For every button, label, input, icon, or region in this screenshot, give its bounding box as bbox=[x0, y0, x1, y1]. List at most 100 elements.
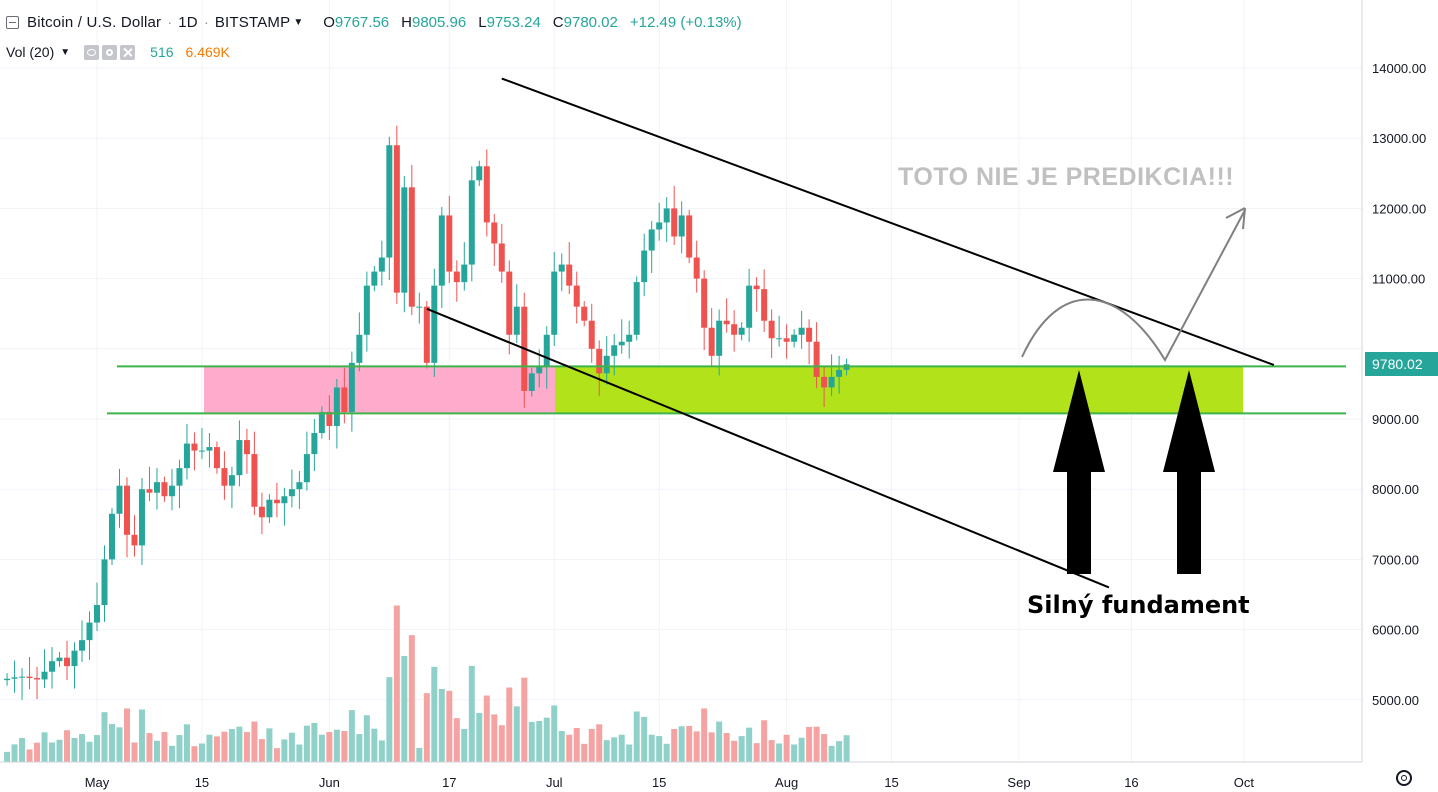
ohlc-value: 9805.96 bbox=[411, 13, 467, 31]
candle-body bbox=[588, 320, 595, 349]
up-arrow bbox=[1053, 370, 1105, 574]
volume-ma-value: 6.469K bbox=[185, 44, 230, 60]
volume-bar bbox=[296, 744, 303, 762]
volume-bar bbox=[213, 736, 220, 762]
volume-bar bbox=[783, 734, 790, 762]
candle-body bbox=[476, 166, 483, 181]
volume-bar bbox=[551, 705, 558, 762]
volume-bar bbox=[513, 706, 520, 762]
y-tick-label: 8000.00 bbox=[1372, 482, 1419, 497]
candle-body bbox=[303, 454, 310, 483]
chevron-down-icon[interactable]: ▼ bbox=[60, 46, 71, 58]
volume-bar bbox=[626, 744, 633, 762]
volume-bar bbox=[828, 745, 835, 762]
volume-bar bbox=[813, 726, 820, 762]
candle-body bbox=[311, 433, 318, 455]
exchange-label[interactable]: BITSTAMP bbox=[214, 13, 291, 31]
y-tick-label: 12000.00 bbox=[1372, 201, 1426, 216]
candle-body bbox=[221, 468, 228, 486]
volume-bar bbox=[326, 732, 333, 762]
candle-body bbox=[753, 285, 760, 290]
gear-icon[interactable] bbox=[1396, 770, 1412, 786]
candle-body bbox=[341, 387, 348, 412]
candle-body bbox=[101, 559, 108, 606]
volume-title[interactable]: Vol (20) bbox=[6, 44, 55, 60]
volume-bar bbox=[641, 716, 648, 762]
volume-bar bbox=[153, 740, 160, 762]
candle-body bbox=[491, 222, 498, 244]
volume-bar bbox=[49, 742, 56, 762]
volume-bar bbox=[131, 742, 138, 762]
volume-bar bbox=[423, 693, 430, 762]
volume-bar bbox=[821, 734, 828, 762]
volume-bar bbox=[648, 734, 655, 762]
symbol-name[interactable]: Bitcoin / U.S. Dollar bbox=[27, 13, 162, 31]
ohlc-key: O bbox=[323, 13, 335, 31]
candle-body bbox=[731, 324, 738, 335]
gear-icon[interactable] bbox=[102, 44, 118, 60]
candle-body bbox=[213, 447, 220, 469]
volume-bar bbox=[588, 729, 595, 762]
candle-body bbox=[11, 677, 18, 679]
channel-upper-line bbox=[501, 77, 1275, 366]
candle-body bbox=[506, 271, 513, 335]
ohlc-value: 9753.24 bbox=[486, 13, 541, 31]
candle-body bbox=[64, 657, 71, 667]
volume-bar bbox=[746, 727, 753, 762]
volume-bar bbox=[656, 736, 663, 762]
candle-body bbox=[498, 243, 505, 272]
candle-body bbox=[483, 166, 490, 223]
volume-bar bbox=[146, 733, 153, 762]
candle-body bbox=[416, 306, 423, 308]
candle-body bbox=[363, 285, 370, 335]
candle-body bbox=[611, 345, 618, 356]
volume-bar bbox=[26, 749, 33, 762]
volume-bar bbox=[371, 728, 378, 762]
volume-bar bbox=[281, 739, 288, 762]
interval-label[interactable]: 1D bbox=[178, 13, 198, 31]
volume-bar bbox=[528, 721, 535, 762]
candle-body bbox=[371, 271, 378, 286]
volume-bar bbox=[378, 740, 385, 762]
volume-bar bbox=[761, 720, 768, 762]
volume-bar bbox=[221, 731, 228, 762]
ohlc-item: L9753.24 bbox=[478, 14, 541, 31]
volume-bar bbox=[258, 739, 265, 762]
ohlc-key: H bbox=[401, 13, 412, 31]
volume-bar bbox=[348, 710, 355, 762]
candle-body bbox=[356, 334, 363, 363]
close-icon[interactable] bbox=[120, 44, 136, 60]
volume-bar bbox=[716, 721, 723, 762]
volume-bar bbox=[79, 734, 86, 762]
candle-body bbox=[4, 678, 11, 681]
candle-body bbox=[603, 355, 610, 374]
candle-body bbox=[693, 257, 700, 279]
candle-body bbox=[573, 285, 580, 307]
chevron-down-icon[interactable]: ▼ bbox=[293, 16, 304, 28]
candle-body bbox=[656, 222, 663, 230]
volume-bar bbox=[138, 709, 145, 762]
candle-body bbox=[768, 320, 775, 339]
y-tick-label: 13000.00 bbox=[1372, 131, 1426, 146]
volume-bar bbox=[236, 726, 243, 762]
candle-body bbox=[378, 257, 385, 272]
candle-body bbox=[19, 676, 26, 678]
volume-bar bbox=[798, 737, 805, 762]
volume-bar bbox=[573, 727, 580, 762]
candle-body bbox=[528, 373, 535, 391]
volume-bar bbox=[843, 735, 850, 762]
candle-body bbox=[108, 513, 115, 560]
candle-body bbox=[86, 622, 93, 641]
ohlc-key: C bbox=[552, 13, 564, 31]
collapse-icon[interactable] bbox=[6, 15, 19, 29]
candle-body bbox=[558, 264, 565, 272]
volume-bar bbox=[311, 722, 318, 762]
volume-bar bbox=[19, 738, 26, 762]
volume-bar bbox=[176, 735, 183, 762]
candle-body bbox=[453, 271, 460, 283]
candle-body bbox=[626, 334, 633, 342]
x-tick-label: Jul bbox=[546, 775, 563, 790]
volume-bar bbox=[386, 677, 393, 762]
eye-icon[interactable] bbox=[84, 44, 100, 60]
